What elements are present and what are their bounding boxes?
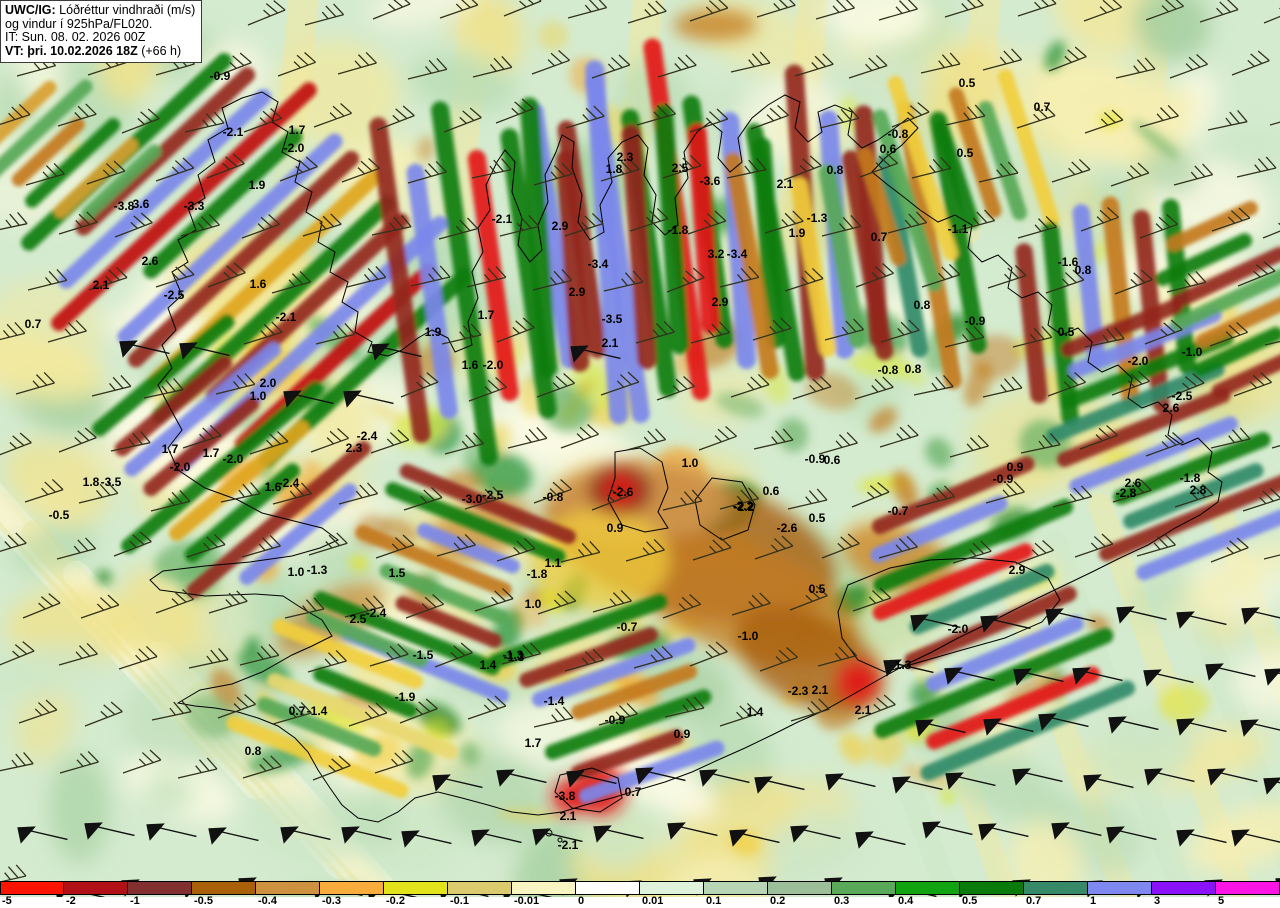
legend-cell <box>768 881 832 895</box>
legend-cells <box>0 881 1280 897</box>
legend-cell <box>384 881 448 895</box>
legend-cell <box>896 881 960 895</box>
legend-tick-label: -0.3 <box>322 895 341 907</box>
legend-tick-label: 0 <box>578 895 585 907</box>
legend-cell <box>320 881 384 895</box>
product-label: UWC/IG: <box>5 3 56 17</box>
legend-tick-label: 0.2 <box>770 895 786 907</box>
legend-cell <box>448 881 512 895</box>
legend-cell <box>192 881 256 895</box>
legend-cell <box>0 881 64 895</box>
title-line-3: IT: Sun. 08. 02. 2026 00Z <box>5 30 146 44</box>
legend-cell <box>1088 881 1152 895</box>
color-scale-legend: -5 -2 -1 -0.5 -0.4 -0.3 -0.2 -0.1 -0.01 0 0.01 0.1 0… <box>0 881 1280 908</box>
legend-tick-label: -0.01 <box>514 895 540 907</box>
title-line-1: UWC/IG: Lóðréttur vindhraði (m/s) <box>5 3 196 18</box>
legend-tick-label: -0.5 <box>194 895 213 907</box>
legend-cell <box>512 881 576 895</box>
glacier-myrdalsjokull-outline <box>554 767 623 813</box>
valid-time-suffix: (+66 h) <box>137 43 182 58</box>
title-line-4: VT: þri. 10.02.2026 18Z (+66 h) <box>5 43 195 59</box>
legend-cell <box>64 881 128 895</box>
legend-tick-label: -5 <box>2 895 12 907</box>
legend-cell <box>1216 881 1280 895</box>
legend-tick-label: 1 <box>1090 895 1097 907</box>
legend-labels: -5 -2 -1 -0.5 -0.4 -0.3 -0.2 -0.1 -0.01 0 0.01 0.1 0… <box>0 895 1280 908</box>
legend-cell <box>960 881 1024 895</box>
legend-tick-label: -0.1 <box>450 895 469 907</box>
valid-time: VT: þri. 10.02.2026 18Z <box>5 43 138 58</box>
legend-cell <box>640 881 704 895</box>
legend-tick-label: -0.4 <box>258 895 277 907</box>
title-line-2: og vindur í 925hPa/FL020. <box>5 16 153 31</box>
legend-tick-label: 0.7 <box>1026 895 1042 907</box>
legend-tick-label: 3 <box>1154 895 1161 907</box>
legend-tick-label: 0.4 <box>898 895 914 907</box>
legend-tick-label: -1 <box>130 895 140 907</box>
legend-cell <box>128 881 192 895</box>
vestmannaeyjar-island <box>557 837 563 843</box>
legend-cell <box>704 881 768 895</box>
legend-cell <box>1024 881 1088 895</box>
legend-tick-label: 0.3 <box>834 895 850 907</box>
legend-tick-label: -0.2 <box>386 895 405 907</box>
legend-tick-label: -2 <box>66 895 76 907</box>
product-text: Lóðréttur vindhraði (m/s) <box>55 3 196 17</box>
glacier-hofsjokull-outline <box>694 477 756 541</box>
legend-tick-label: 0.5 <box>962 895 978 907</box>
legend-cell <box>1152 881 1216 895</box>
title-box: UWC/IG: Lóðréttur vindhraði (m/s) og vin… <box>0 0 203 63</box>
legend-cell <box>256 881 320 895</box>
glacier-langjokull-outline <box>607 447 669 533</box>
legend-cell <box>832 881 896 895</box>
legend-cell <box>576 881 640 895</box>
legend-tick-label: 0.01 <box>642 895 664 907</box>
legend-tick-label: 5 <box>1218 895 1225 907</box>
legend-tick-label: 0.1 <box>706 895 722 907</box>
